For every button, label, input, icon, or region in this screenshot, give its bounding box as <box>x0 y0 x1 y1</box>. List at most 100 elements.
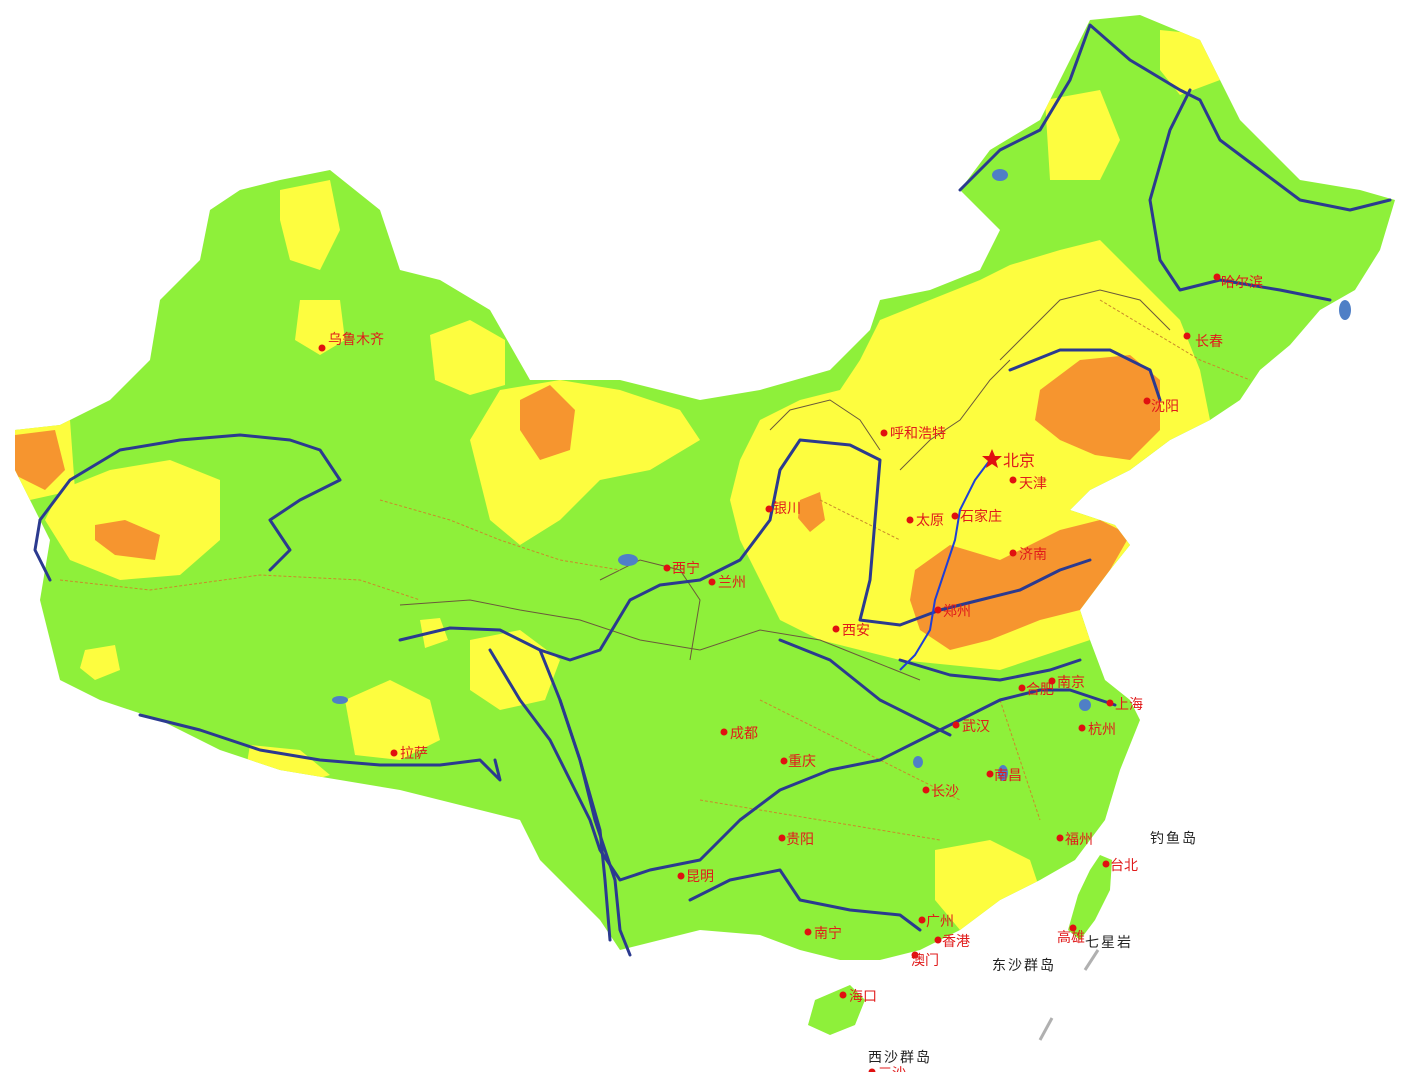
river-lancang <box>558 698 632 957</box>
city-dot-icon <box>765 505 773 513</box>
zone-mid-heilongjiang-north <box>1045 90 1120 180</box>
zone-mid-urumqi <box>295 300 345 355</box>
city-macau: 澳门 <box>911 951 939 969</box>
city-lanzhou: 兰州 <box>708 575 746 591</box>
city-chengdu: 成都 <box>720 726 758 742</box>
city-haikou: 海口 <box>839 989 877 1005</box>
city-label-changsha: 长沙 <box>931 784 959 800</box>
city-label-yinchuan: 银川 <box>773 501 801 517</box>
city-dot-icon <box>934 936 942 944</box>
city-label-nanchang: 南昌 <box>994 768 1022 784</box>
city-dot-icon <box>1009 549 1017 557</box>
river-songhua <box>1148 88 1332 302</box>
city-changchun: 长春 <box>1183 332 1223 350</box>
river-pearl <box>688 868 922 932</box>
city-dot-icon <box>1056 834 1064 842</box>
zone-high-tarim <box>95 520 160 560</box>
city-dot-icon <box>952 721 960 729</box>
island-chain-lines <box>1038 949 1100 1041</box>
city-dot-icon <box>839 991 847 999</box>
river-yangtze <box>488 648 1117 882</box>
zone-mid-tibet-lhasa <box>345 680 440 760</box>
city-hohhot: 呼和浩特 <box>880 426 946 442</box>
city-changsha: 长沙 <box>922 784 959 800</box>
lakes <box>332 169 1351 781</box>
city-dot-icon <box>1143 397 1151 405</box>
city-xian: 西安 <box>832 623 870 639</box>
city-dot-icon <box>934 606 942 614</box>
city-dot-icon <box>880 429 888 437</box>
grand-canal <box>899 459 991 671</box>
city-dot-icon <box>918 916 926 924</box>
capital-star-icon <box>982 449 1002 468</box>
city-label-harbin: 哈尔滨 <box>1221 275 1263 291</box>
city-dot-icon <box>1069 924 1077 932</box>
zone-mid-tarim <box>45 460 220 580</box>
city-label-shijiazhuang: 石家庄 <box>960 508 1002 525</box>
island-label-chiwei: 七星岩 <box>1085 935 1133 951</box>
lake-namtso <box>332 696 348 704</box>
city-label-fuzhou: 福州 <box>1065 832 1093 848</box>
land-hainan <box>808 985 865 1035</box>
zone-high-kashi <box>15 430 65 490</box>
city-dot-icon <box>390 749 398 757</box>
island-label-dongsha: 东沙群岛 <box>992 958 1056 974</box>
capital-label: 北京 <box>1003 451 1035 470</box>
city-label-wuhan: 武汉 <box>962 719 990 735</box>
lake-khanka <box>1339 300 1351 320</box>
city-dot-icon <box>1183 332 1191 340</box>
land-taiwan <box>1068 855 1112 940</box>
city-shenyang: 沈阳 <box>1143 397 1179 415</box>
city-guiyang: 贵阳 <box>778 832 814 848</box>
city-dot-icon <box>708 578 716 586</box>
city-dot-icon <box>1102 860 1110 868</box>
river-huai <box>898 658 1082 682</box>
city-label-hefei: 合肥 <box>1026 682 1054 698</box>
city-label-taipei: 台北 <box>1110 858 1138 874</box>
city-label-changchun: 长春 <box>1195 334 1223 350</box>
city-label-kunming: 昆明 <box>686 869 714 885</box>
city-sansha: 三沙 <box>868 1066 906 1072</box>
city-label-zhengzhou: 郑州 <box>943 604 971 620</box>
river-liao <box>1008 348 1162 402</box>
city-dot-icon <box>804 928 812 936</box>
city-shijiazhuang: 石家庄 <box>951 508 1002 525</box>
island-label-diaoyu: 钓鱼岛 <box>1150 830 1198 847</box>
land-mainland <box>15 15 1395 960</box>
city-label-hangzhou: 杭州 <box>1088 722 1116 738</box>
city-xining: 西宁 <box>663 560 700 577</box>
city-dot-icon <box>951 512 959 520</box>
zone-high-turpan <box>520 385 575 460</box>
river-yarlung <box>138 713 502 782</box>
city-taipei: 台北 <box>1102 858 1138 874</box>
city-label-guiyang: 贵阳 <box>786 832 814 848</box>
city-dot-icon <box>720 728 728 736</box>
city-jinan: 济南 <box>1009 547 1047 563</box>
zone-high-ningxia <box>798 492 825 532</box>
city-kaohsiung: 高雄 <box>1057 924 1085 946</box>
city-label-lanzhou: 兰州 <box>718 575 746 591</box>
city-label-tianjin: 天津 <box>1019 476 1047 492</box>
city-kunming: 昆明 <box>677 869 714 885</box>
river-tarim-west <box>33 518 52 582</box>
city-tianjin: 天津 <box>1009 476 1047 492</box>
city-label-haikou: 海口 <box>849 989 877 1005</box>
city-label-taiyuan: 太原 <box>916 513 944 529</box>
city-hongkong: 香港 <box>934 934 970 950</box>
city-label-shenyang: 沈阳 <box>1151 399 1179 415</box>
city-dot-icon <box>663 564 671 572</box>
city-guangzhou: 广州 <box>918 914 954 930</box>
city-label-xian: 西安 <box>842 623 870 639</box>
city-hefei: 合肥 <box>1018 682 1054 698</box>
city-dot-icon <box>906 516 914 524</box>
city-zhengzhou: 郑州 <box>934 604 971 620</box>
city-label-xining: 西宁 <box>672 560 700 577</box>
city-label-urumqi: 乌鲁木齐 <box>328 332 384 348</box>
city-dot-icon <box>677 872 685 880</box>
city-dot-icon <box>1213 273 1221 281</box>
zone-mid-qinghai-west <box>80 645 120 680</box>
city-shanghai: 上海 <box>1106 697 1143 713</box>
capital-marker: 北京 <box>982 449 1035 470</box>
